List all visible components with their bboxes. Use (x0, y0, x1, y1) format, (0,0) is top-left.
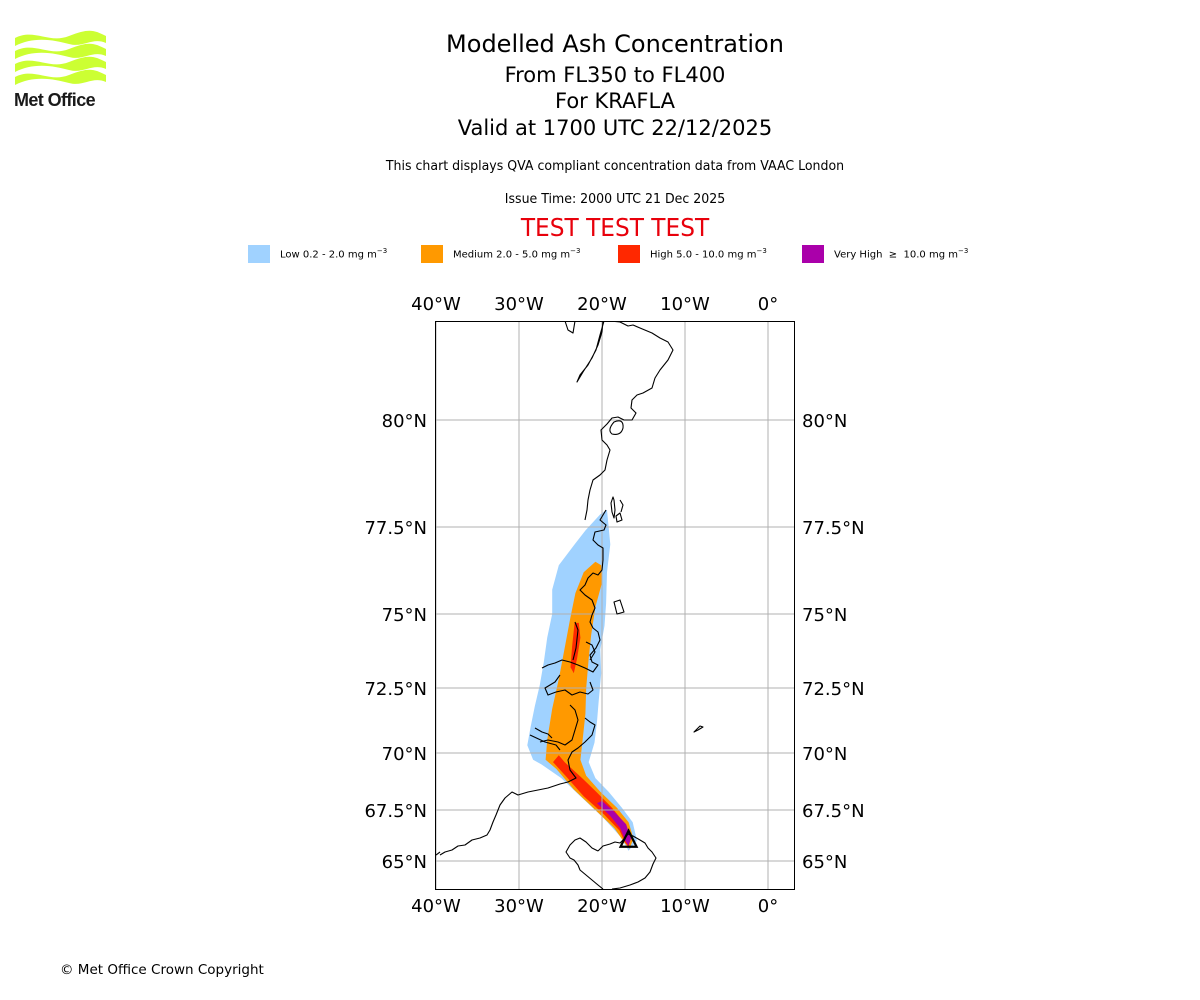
legend-exp-low: −3 (376, 247, 388, 256)
coastline-segment (615, 512, 623, 523)
volcano-marker (618, 828, 639, 848)
coastline-segment (609, 420, 624, 435)
flight-level-range: From FL350 to FL400 (504, 63, 726, 87)
lon-tick-label-bottom: 10°W (660, 896, 710, 917)
met-office-wave-logo-icon (15, 30, 106, 85)
lat-tick-label-right: 72.5°N (802, 679, 865, 700)
lat-tick-label-left: 77.5°N (364, 518, 427, 539)
coastline-segment (693, 725, 704, 733)
legend-exp-very-high: −3 (957, 247, 969, 256)
legend-label-high: High 5.0 - 10.0 mg m (650, 249, 757, 261)
ash-layer-very-high (597, 800, 631, 846)
lat-tick-label-right: 70°N (802, 744, 847, 765)
legend-item-very-high: Very High ≥ 10.0 mg m−3 (802, 244, 968, 264)
lat-tick-label-right: 80°N (802, 411, 847, 432)
coastline-segment (539, 704, 579, 746)
legend-exp-medium: −3 (570, 247, 581, 256)
lon-tick-label-top: 0° (758, 294, 778, 315)
legend-item-high: High 5.0 - 10.0 mg m−3 (618, 244, 767, 264)
lon-tick-label-bottom: 0° (758, 896, 778, 917)
coastline-segment (576, 321, 605, 383)
coastline-segment (619, 499, 624, 513)
coastline-segment (572, 621, 579, 661)
lat-tick-label-left: 70°N (382, 744, 427, 765)
coastline-segment (597, 833, 657, 889)
lat-tick-label-left: 67.5°N (364, 801, 427, 822)
coastline-segment (584, 321, 674, 521)
legend-swatch-low (248, 245, 270, 263)
lon-tick-label-bottom: 20°W (577, 896, 627, 917)
legend-swatch-medium (421, 245, 443, 263)
legend-swatch-high (618, 245, 640, 263)
lat-tick-label-left: 80°N (382, 411, 427, 432)
ash-layers (527, 509, 637, 851)
coastline-segment (564, 321, 576, 334)
lon-tick-label-top: 30°W (494, 294, 544, 315)
lat-tick-label-right: 75°N (802, 605, 847, 626)
lat-tick-label-right: 65°N (802, 852, 847, 873)
lat-tick-label-right: 67.5°N (802, 801, 865, 822)
valid-time: Valid at 1700 UTC 22/12/2025 (457, 116, 773, 140)
coastline-segment (565, 837, 604, 889)
lon-tick-label-bottom: 40°W (411, 896, 461, 917)
lon-tick-label-top: 10°W (660, 294, 710, 315)
legend-label-low: Low 0.2 - 2.0 mg m (280, 249, 377, 261)
coastline-segment (544, 674, 594, 696)
coastline-segment (541, 509, 607, 673)
lat-tick-label-left: 75°N (382, 605, 427, 626)
test-banner: TEST TEST TEST (520, 213, 710, 242)
chart-title: Modelled Ash Concentration (446, 30, 784, 58)
legend-exp-high: −3 (756, 247, 767, 256)
legend-item-low: Low 0.2 - 2.0 mg m−3 (248, 244, 387, 264)
gridlines (436, 321, 795, 889)
lon-tick-label-top: 20°W (577, 294, 627, 315)
issue-time: Issue Time: 2000 UTC 21 Dec 2025 (504, 191, 726, 207)
legend-item-medium: Medium 2.0 - 5.0 mg m−3 (421, 244, 580, 264)
concentration-legend: Low 0.2 - 2.0 mg m−3 Medium 2.0 - 5.0 mg… (0, 244, 1200, 264)
coastline-segment (613, 599, 625, 615)
coastline-segment (534, 727, 553, 739)
coastline-segment (529, 734, 561, 751)
lat-tick-label-left: 72.5°N (364, 679, 427, 700)
met-office-logo-text: Met Office (14, 90, 96, 110)
lon-tick-label-bottom: 30°W (494, 896, 544, 917)
logo-wave-3 (15, 56, 106, 72)
logo-wave-2 (15, 43, 106, 59)
legend-swatch-very-high (802, 245, 824, 263)
ash-layer-high (553, 755, 631, 847)
lat-tick-label-right: 77.5°N (802, 518, 865, 539)
legend-label-medium: Medium 2.0 - 5.0 mg m (453, 249, 571, 261)
volcano-name: For KRAFLA (555, 89, 675, 113)
volcano-triangle-icon (618, 828, 639, 848)
logo-wave-1 (15, 30, 106, 46)
met-office-logo: Met Office (14, 30, 108, 112)
coastlines (436, 321, 704, 889)
axis-tick-labels: 40°W 40°W 30°W 30°W 20°W 20°W 10°W 10°W 0° 0° 80°N… (364, 294, 864, 917)
coastline-segment (436, 851, 441, 856)
chart-description: This chart displays QVA compliant concen… (385, 158, 845, 174)
logo-wave-4 (15, 69, 106, 85)
coastline-segment (610, 496, 616, 519)
coastline-segment (585, 641, 596, 661)
coastline-segment (439, 717, 596, 856)
map-frame (435, 321, 795, 890)
lon-tick-label-top: 40°W (411, 294, 461, 315)
lat-tick-label-left: 65°N (382, 852, 427, 873)
legend-label-very-high: Very High ≥ 10.0 mg m (834, 249, 958, 261)
copyright-notice: © Met Office Crown Copyright (60, 962, 264, 978)
